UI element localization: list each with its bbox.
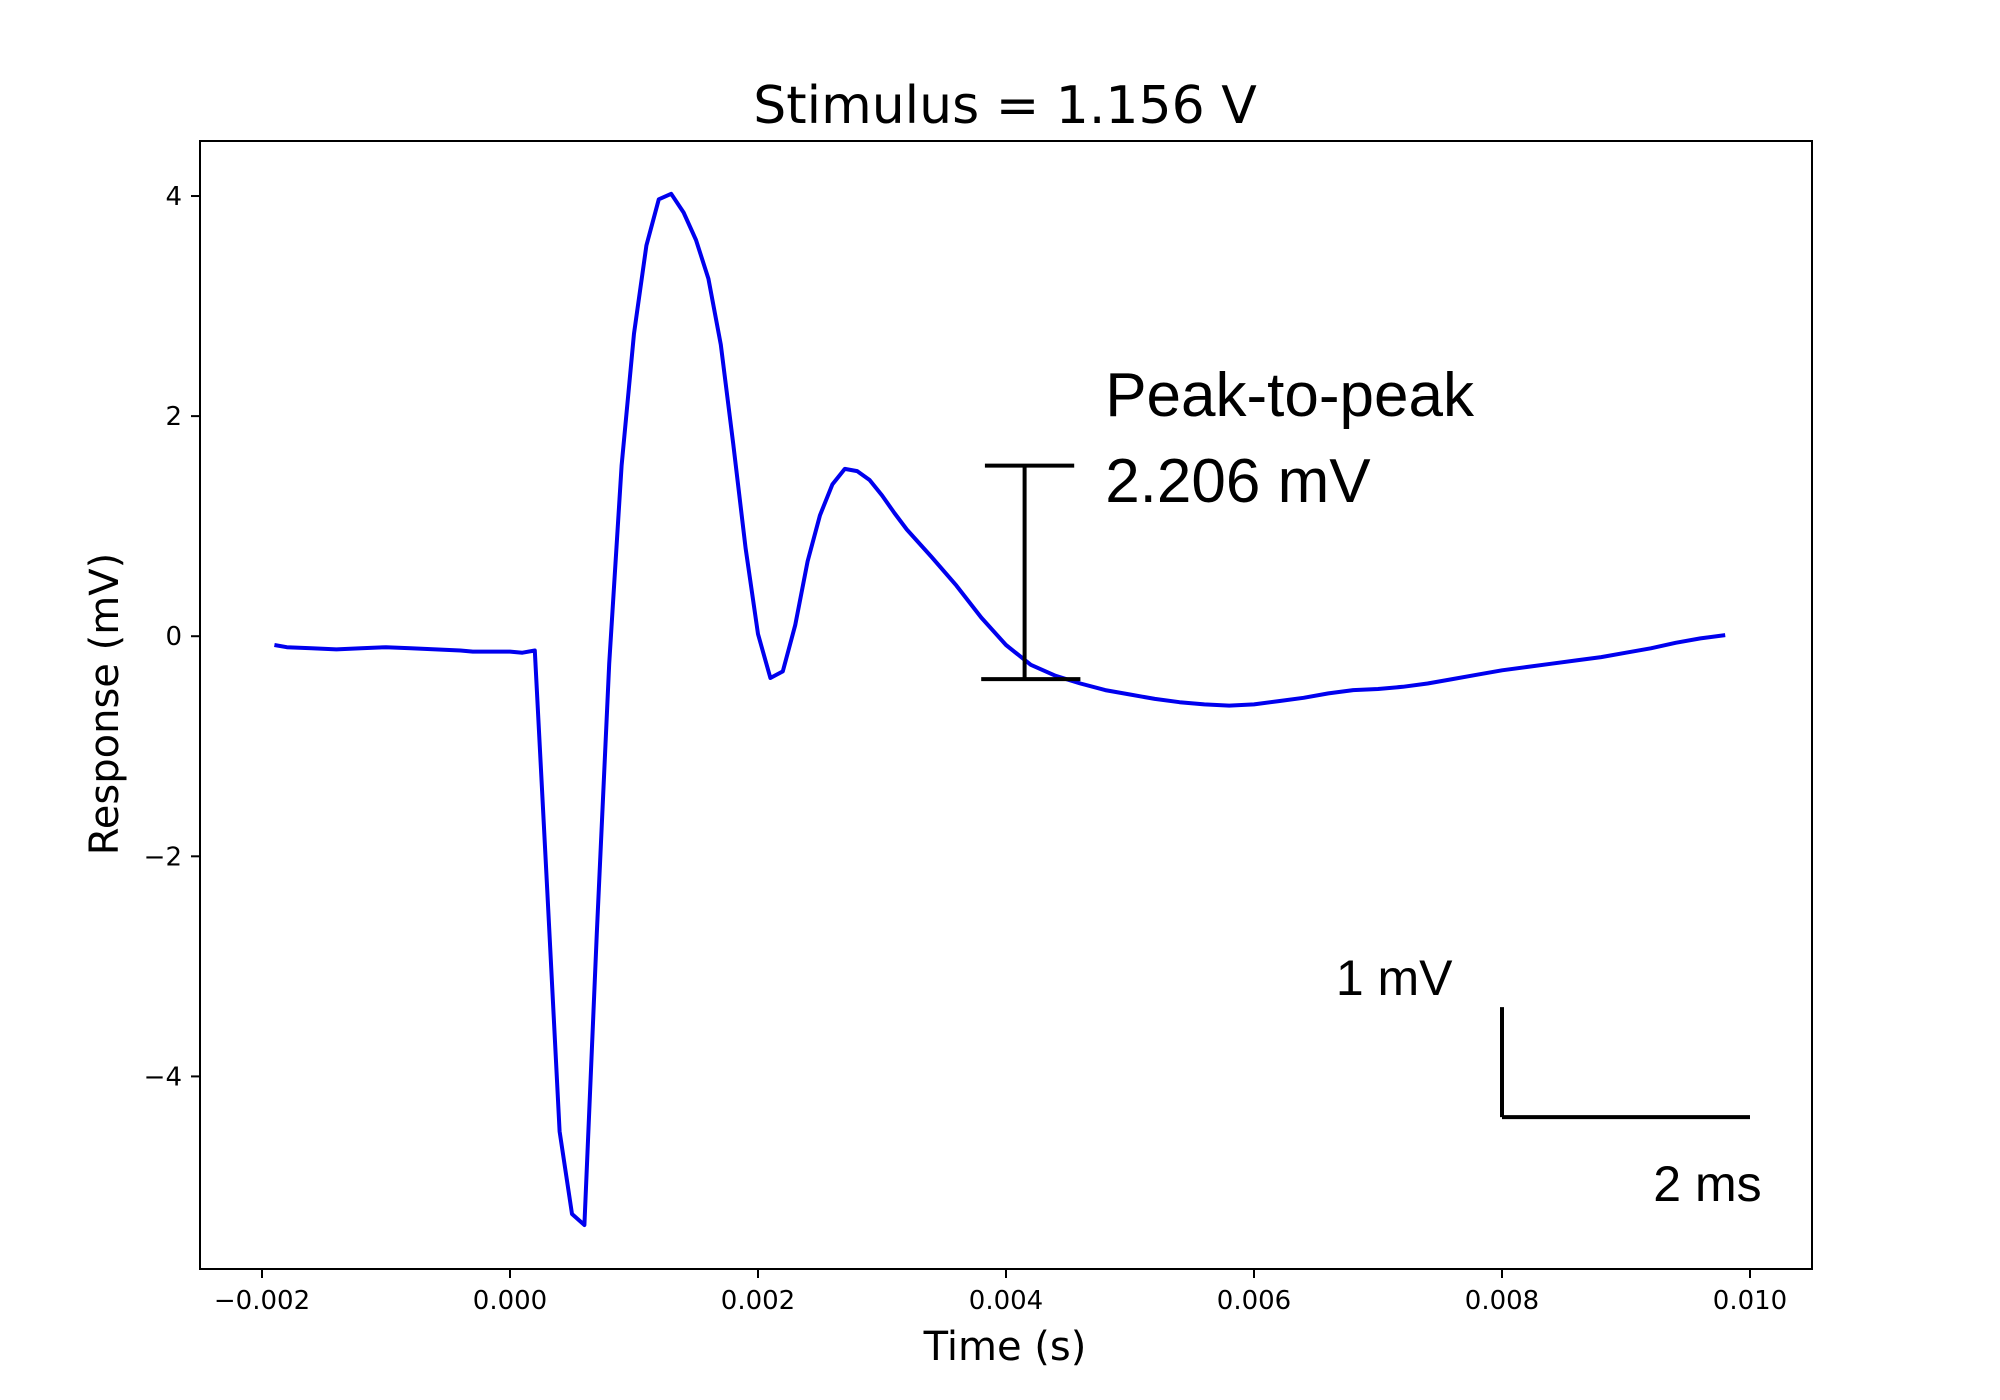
- x-tick-label: 0.002: [721, 1286, 795, 1316]
- y-tick-label: 2: [165, 402, 182, 432]
- peak-to-peak-annotation: Peak-to-peak 2.206 mV: [981, 361, 1475, 682]
- x-tick-label: −0.002: [214, 1286, 310, 1316]
- peak-to-peak-value: 2.206 mV: [1105, 447, 1371, 516]
- peak-to-peak-label: Peak-to-peak: [1105, 361, 1475, 430]
- y-tick-label: −4: [144, 1062, 182, 1092]
- y-tick-label: 4: [165, 182, 182, 212]
- scale-bar-vertical-label: 1 mV: [1336, 950, 1453, 1006]
- x-axis-label: Time (s): [923, 1324, 1087, 1370]
- y-tick-label: −2: [144, 842, 182, 872]
- x-tick-label: 0.008: [1465, 1286, 1539, 1316]
- chart-title: Stimulus = 1.156 V: [753, 76, 1257, 136]
- x-tick-label: 0.000: [473, 1286, 547, 1316]
- y-axis-label: Response (mV): [82, 553, 128, 855]
- scale-bar-horizontal-label: 2 ms: [1653, 1156, 1761, 1212]
- y-tick-label: 0: [165, 622, 182, 652]
- x-tick-label: 0.006: [1217, 1286, 1291, 1316]
- x-tick-label: 0.010: [1713, 1286, 1787, 1316]
- plot-area: −0.002 0.000 0.002 0.004 0.006 0.008 0.010 4 2 0 −…: [144, 140, 1813, 1316]
- plot-frame: [199, 140, 1813, 1270]
- x-tick-label: 0.004: [969, 1286, 1043, 1316]
- series-line: [274, 191, 1726, 1227]
- scale-bar: 1 mV 2 ms: [1336, 950, 1762, 1212]
